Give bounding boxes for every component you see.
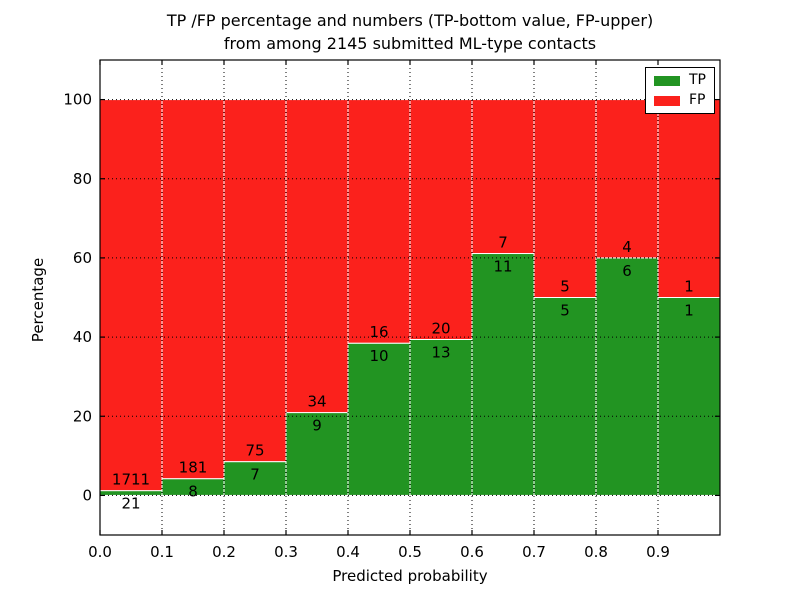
chart-title-line1: TP /FP percentage and numbers (TP-bottom… — [166, 11, 654, 30]
value-label-fp-5: 20 — [431, 319, 450, 337]
bar-tp-8 — [595, 257, 659, 496]
y-axis-label: Percentage — [29, 257, 47, 343]
value-label-fp-0: 1711 — [112, 471, 150, 489]
ytick-label-40: 40 — [73, 328, 92, 346]
legend-entry-tp: TP — [654, 73, 706, 88]
value-label-fp-1: 181 — [179, 459, 208, 477]
bar-tp-4 — [347, 342, 411, 496]
value-label-tp-7: 5 — [560, 302, 570, 320]
value-label-tp-4: 10 — [369, 347, 388, 365]
legend: TP FP — [645, 67, 715, 114]
value-label-fp-3: 34 — [307, 393, 326, 411]
bar-fp-9 — [657, 99, 721, 299]
legend-label-tp: TP — [689, 72, 706, 88]
xtick-label-0.4: 0.4 — [336, 543, 360, 561]
bar-fp-1 — [161, 99, 225, 480]
xtick-label-0.8: 0.8 — [584, 543, 608, 561]
xtick-label-0.1: 0.1 — [150, 543, 174, 561]
bar-tp-2 — [223, 461, 287, 496]
bar-tp-5 — [409, 338, 473, 496]
ytick-label-80: 80 — [73, 170, 92, 188]
value-label-fp-4: 16 — [369, 323, 388, 341]
value-label-fp-8: 4 — [622, 238, 632, 256]
value-label-fp-7: 5 — [560, 278, 570, 296]
bar-fp-0 — [99, 99, 163, 492]
tp-color-swatch — [654, 75, 680, 86]
bar-tp-6 — [471, 253, 535, 496]
value-label-tp-3: 9 — [312, 417, 322, 435]
bar-fp-6 — [471, 99, 535, 255]
xtick-label-0.9: 0.9 — [646, 543, 670, 561]
legend-label-fp: FP — [689, 92, 706, 108]
ytick-label-20: 20 — [73, 407, 92, 425]
xtick-label-0.7: 0.7 — [522, 543, 546, 561]
bar-tp-7 — [533, 297, 597, 496]
value-label-fp-6: 7 — [498, 234, 508, 252]
bar-tp-9 — [657, 297, 721, 496]
value-label-tp-9: 1 — [684, 302, 694, 320]
xtick-label-0.2: 0.2 — [212, 543, 236, 561]
chart-title: TP /FP percentage and numbers (TP-bottom… — [100, 9, 720, 55]
value-label-tp-2: 7 — [250, 466, 260, 484]
value-label-tp-0: 21 — [121, 495, 140, 513]
value-label-tp-8: 6 — [622, 262, 632, 280]
ytick-label-100: 100 — [63, 91, 92, 109]
value-label-tp-1: 8 — [188, 483, 198, 501]
ytick-label-60: 60 — [73, 249, 92, 267]
value-label-fp-2: 75 — [245, 442, 264, 460]
legend-entry-fp: FP — [654, 93, 706, 108]
xtick-label-0.5: 0.5 — [398, 543, 422, 561]
ytick-label-0: 0 — [82, 486, 92, 504]
xtick-label-0.0: 0.0 — [88, 543, 112, 561]
fp-color-swatch — [654, 95, 680, 106]
bar-fp-7 — [533, 99, 597, 299]
xtick-label-0.6: 0.6 — [460, 543, 484, 561]
bar-fp-2 — [223, 99, 287, 463]
bar-fp-8 — [595, 99, 659, 259]
bar-fp-5 — [409, 99, 473, 340]
bar-fp-3 — [285, 99, 349, 414]
bar-fp-4 — [347, 99, 411, 344]
value-label-tp-6: 11 — [493, 258, 512, 276]
value-label-fp-9: 1 — [684, 278, 694, 296]
xtick-label-0.3: 0.3 — [274, 543, 298, 561]
chart-title-line2: from among 2145 submitted ML-type contac… — [223, 34, 597, 53]
value-label-tp-5: 13 — [431, 343, 450, 361]
x-axis-label: Predicted probability — [332, 567, 488, 585]
